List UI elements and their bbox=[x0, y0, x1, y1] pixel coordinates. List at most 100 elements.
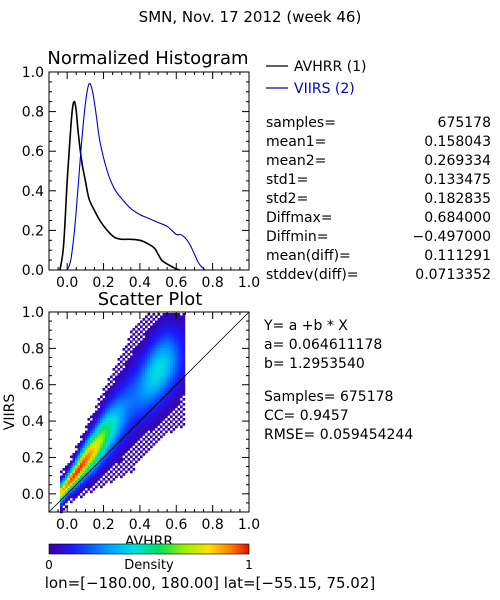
density-cell bbox=[155, 435, 158, 439]
density-cell bbox=[100, 453, 103, 456]
density-cell bbox=[157, 360, 161, 364]
density-cell bbox=[177, 350, 181, 354]
density-cell bbox=[157, 390, 161, 394]
density-cell bbox=[110, 395, 113, 399]
density-cell bbox=[130, 363, 133, 366]
density-cell bbox=[117, 373, 121, 376]
density-cell bbox=[172, 353, 176, 356]
density-cell bbox=[127, 353, 131, 356]
density-cell bbox=[87, 425, 91, 429]
density-cell bbox=[97, 425, 101, 429]
density-cell bbox=[152, 365, 156, 369]
density-cell bbox=[110, 400, 113, 404]
density-cell bbox=[110, 393, 113, 396]
density-cell bbox=[135, 370, 138, 374]
density-cell bbox=[175, 323, 178, 326]
density-cell bbox=[157, 353, 161, 356]
density-cell bbox=[180, 383, 183, 386]
density-cell bbox=[182, 320, 186, 324]
density-cell bbox=[165, 350, 168, 354]
density-cell bbox=[120, 413, 123, 416]
density-cell bbox=[172, 380, 176, 384]
density-cell bbox=[105, 410, 108, 414]
density-cell bbox=[145, 325, 148, 329]
density-cell bbox=[95, 453, 98, 456]
density-cell bbox=[140, 355, 143, 359]
density-cell bbox=[165, 405, 168, 409]
density-cell bbox=[130, 445, 133, 449]
density-cell bbox=[65, 505, 68, 509]
density-cell bbox=[77, 463, 81, 466]
density-cell bbox=[145, 360, 148, 364]
density-cell bbox=[145, 398, 148, 401]
density-cell bbox=[132, 343, 136, 346]
density-cell bbox=[97, 398, 101, 401]
density-cell bbox=[102, 465, 106, 469]
density-cell bbox=[110, 425, 113, 429]
density-cell bbox=[125, 413, 128, 416]
density-cell bbox=[140, 415, 143, 419]
density-cell bbox=[80, 473, 83, 476]
density-cell bbox=[182, 403, 186, 406]
density-cell bbox=[112, 403, 116, 406]
density-cell bbox=[177, 325, 181, 329]
density-cell bbox=[157, 375, 161, 379]
density-cell bbox=[157, 313, 161, 316]
density-cell bbox=[127, 423, 131, 426]
density-cell bbox=[67, 480, 71, 484]
density-cell bbox=[120, 440, 123, 444]
density-cell bbox=[162, 365, 166, 369]
density-cell bbox=[142, 353, 146, 356]
density-cell bbox=[95, 430, 98, 434]
density-cell bbox=[150, 378, 153, 381]
density-cell bbox=[140, 433, 143, 436]
density-cell bbox=[140, 348, 143, 351]
density-cell bbox=[120, 405, 123, 409]
density-cell bbox=[175, 325, 178, 329]
density-cell bbox=[165, 333, 168, 336]
density-cell bbox=[135, 460, 138, 464]
density-cell bbox=[165, 363, 168, 366]
density-cell bbox=[157, 328, 161, 331]
density-cell bbox=[80, 463, 83, 466]
density-cell bbox=[162, 348, 166, 351]
density-cell bbox=[87, 483, 91, 486]
density-cell bbox=[160, 330, 163, 334]
density-cell bbox=[80, 485, 83, 489]
density-cell bbox=[117, 385, 121, 389]
density-cell bbox=[155, 338, 158, 341]
density-cell bbox=[125, 448, 128, 451]
density-cell bbox=[110, 445, 113, 449]
density-cell bbox=[112, 430, 116, 434]
density-cell bbox=[162, 345, 166, 349]
density-cell bbox=[145, 405, 148, 409]
density-cell bbox=[85, 470, 88, 474]
density-cell bbox=[152, 388, 156, 391]
density-cell bbox=[92, 418, 96, 421]
density-cell bbox=[165, 313, 168, 316]
density-cell bbox=[67, 485, 71, 489]
density-cell bbox=[110, 455, 113, 459]
density-cell bbox=[90, 433, 93, 436]
density-cell bbox=[132, 408, 136, 411]
density-cell bbox=[167, 320, 171, 324]
density-cell bbox=[177, 403, 181, 406]
density-cell bbox=[112, 373, 116, 376]
density-cell bbox=[152, 403, 156, 406]
density-cell bbox=[135, 445, 138, 449]
density-cell bbox=[102, 410, 106, 414]
scatter-panel: Scatter Plot 0.00.20.40.60.81.0 0.0 0.2 0.… bbox=[2, 289, 260, 550]
density-cell bbox=[165, 378, 168, 381]
density-cell bbox=[80, 443, 83, 446]
density-cell bbox=[95, 473, 98, 476]
density-cell bbox=[172, 423, 176, 426]
density-cell bbox=[122, 403, 126, 406]
density-cell bbox=[92, 470, 96, 474]
density-cell bbox=[90, 455, 93, 459]
density-cell bbox=[167, 423, 171, 426]
density-cell bbox=[160, 415, 163, 419]
density-cell bbox=[135, 455, 138, 459]
density-cell bbox=[172, 323, 176, 326]
density-cell bbox=[65, 490, 68, 494]
density-cell bbox=[122, 393, 126, 396]
